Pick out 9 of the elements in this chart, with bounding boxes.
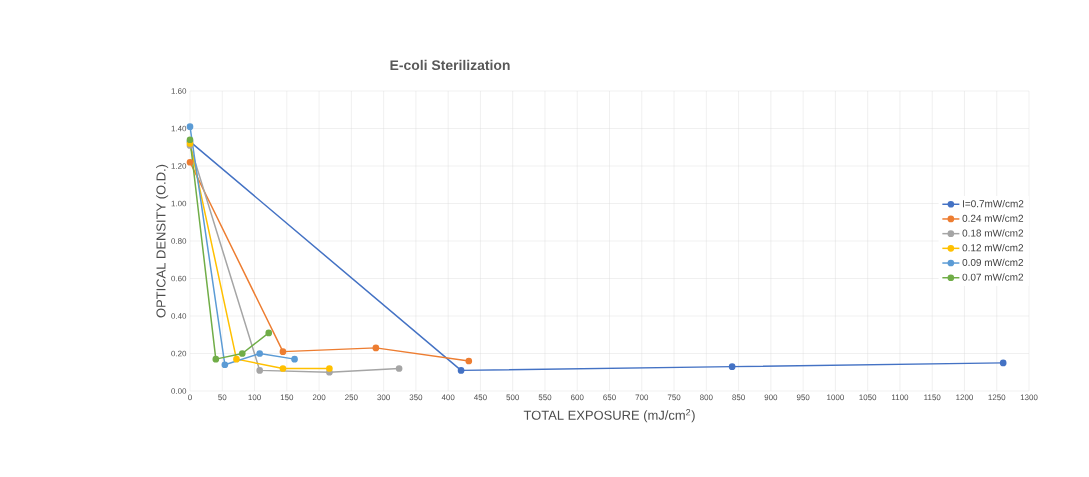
legend-label: 0.24 mW/cm2 — [962, 214, 1024, 222]
legend-label: 0.18 mW/cm2 — [962, 229, 1024, 237]
legend-label: 0.07 mW/cm2 — [962, 273, 1024, 281]
chart-title: E-coli Sterilization — [390, 59, 510, 71]
legend-label: I=0.7mW/cm2 — [963, 199, 1024, 208]
x-axis-title: TOTAL EXPOSURE (mJ/cm$^{2}$) — [523, 409, 695, 423]
y-axis-title: OPTICAL DENSITY (O.D.) — [156, 164, 169, 318]
legend-label: 0.12 mW/cm2 — [962, 243, 1024, 252]
legend-label: 0.09 mW/cm2 — [962, 258, 1024, 266]
